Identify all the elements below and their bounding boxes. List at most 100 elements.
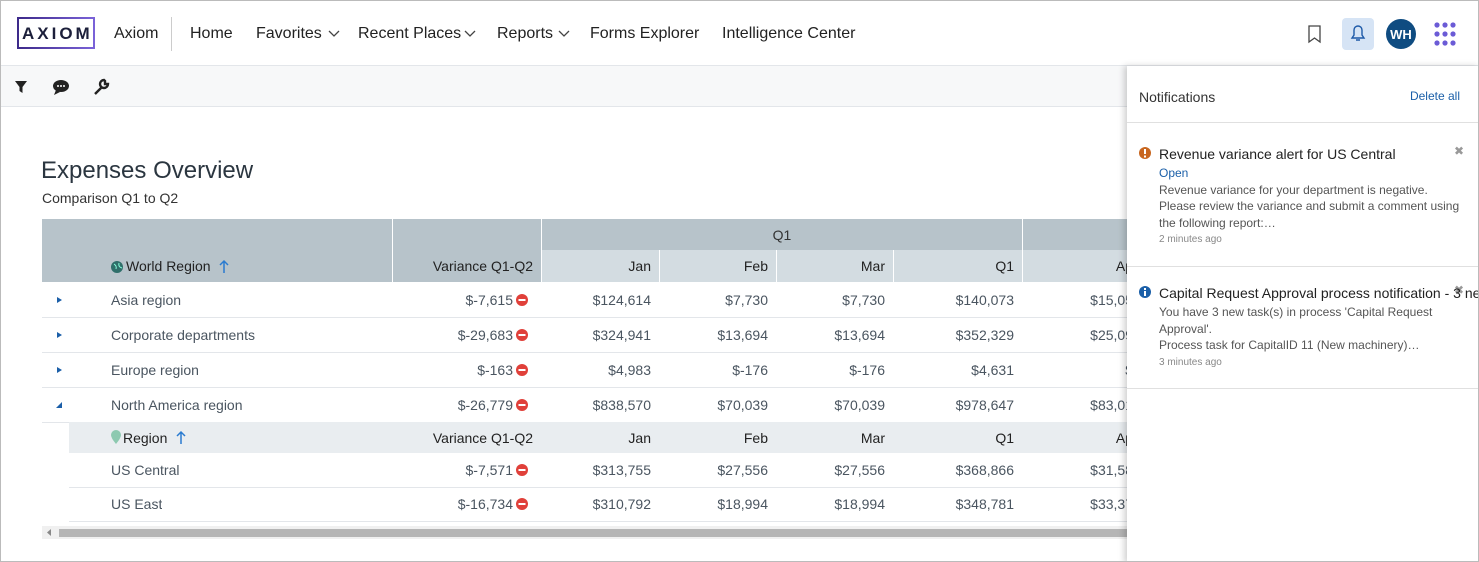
group-header	[1023, 219, 1143, 250]
notification-icon	[1139, 286, 1151, 298]
expander	[56, 401, 62, 408]
column-header[interactable]: Mar	[860, 429, 885, 446]
column-header[interactable]: World Region	[126, 258, 211, 274]
close-button[interactable]: ✖	[1453, 144, 1464, 158]
column-header[interactable]: Ap	[1115, 429, 1133, 446]
value: $4,631	[971, 361, 1014, 378]
row-label: Corporate departments	[111, 326, 255, 343]
value: $7,730	[725, 291, 768, 308]
notification-text: the following report:…	[1159, 215, 1276, 230]
value: $83,01	[1090, 396, 1133, 413]
negative-icon	[516, 293, 528, 306]
globe-icon	[111, 261, 123, 273]
value: $124,614	[592, 291, 651, 308]
toolbar-icons[interactable]	[1, 66, 131, 107]
notification-text: Process task for CapitalID 11 (New machi…	[1159, 338, 1420, 352]
sort-icon	[219, 259, 229, 273]
value: $27,556	[834, 462, 885, 478]
nav-item[interactable]: Intelligence Center	[722, 25, 856, 42]
value: $324,941	[592, 326, 651, 343]
value: $25,09	[1090, 326, 1133, 343]
value: $15,05	[1090, 291, 1133, 308]
value: $978,647	[955, 396, 1014, 413]
column-header[interactable]: Q1	[995, 429, 1014, 446]
notification: ✖ Capital Request Approval process notifi…	[1127, 283, 1478, 371]
row-divider	[42, 352, 1141, 353]
nav-item[interactable]: Forms Explorer	[590, 25, 700, 42]
column-header[interactable]: Feb	[660, 250, 776, 282]
column-header[interactable]: Variance Q1-Q2	[432, 429, 533, 446]
variance: $-16,734	[457, 496, 513, 512]
value: $140,073	[955, 291, 1014, 308]
column-header[interactable]: Ap	[1023, 250, 1141, 282]
delete-all[interactable]: Delete all	[1409, 89, 1460, 103]
row-label: Asia region	[111, 291, 182, 308]
value: $352,329	[955, 326, 1014, 343]
negative-icon	[516, 328, 528, 341]
variance: $-7,571	[465, 462, 513, 478]
nav-item[interactable]: Favorites	[256, 25, 322, 42]
value: $70,039	[717, 396, 768, 413]
value: $-176	[732, 361, 768, 378]
expander	[57, 331, 62, 338]
column-header[interactable]: Mar	[777, 250, 893, 282]
value: $13,694	[834, 326, 885, 343]
header-cell	[42, 219, 392, 282]
close-button[interactable]: ✖	[1453, 283, 1464, 297]
value: $18,994	[717, 496, 768, 512]
top-bar: AXIOM Axiom Home Favorites Recent Places…	[1, 1, 1478, 66]
value: $313,755	[592, 462, 651, 478]
expander	[57, 366, 62, 373]
notification-title[interactable]: Capital Request Approval process notific…	[1159, 285, 1478, 301]
column-header[interactable]: Variance Q1-Q2	[432, 258, 533, 274]
row-label: North America region	[111, 396, 243, 413]
value: $33,37	[1090, 496, 1133, 512]
notification-text: You have 3 new task(s) in process 'Capit…	[1159, 305, 1433, 319]
row-label: Europe region	[111, 361, 199, 378]
header-icons	[328, 18, 1456, 50]
row-label: US East	[111, 496, 163, 512]
column-header[interactable]: Jan	[542, 250, 659, 282]
group-header: Q1	[542, 219, 1022, 250]
notification-text: Approval'.	[1159, 321, 1212, 336]
pin-icon	[111, 430, 121, 444]
value: $70,039	[834, 396, 885, 413]
nav-item[interactable]: Home	[190, 25, 233, 42]
avatar[interactable]: WH	[1390, 27, 1412, 42]
value: $368,866	[955, 462, 1014, 478]
divider	[1127, 388, 1478, 389]
nav-item[interactable]: Recent Places	[358, 25, 462, 42]
notification-title[interactable]: Revenue variance alert for US Central	[1159, 146, 1396, 162]
notification-link[interactable]: Open	[1159, 166, 1189, 180]
notification-body: Capital Request Approval process notific…	[1159, 283, 1478, 371]
value: $-176	[849, 361, 885, 378]
variance: $-26,779	[457, 396, 513, 413]
negative-icon	[516, 398, 528, 411]
logo[interactable]: AXIOM	[17, 17, 95, 49]
column-header[interactable]: Feb	[743, 429, 768, 446]
column-header[interactable]: Region	[123, 429, 168, 446]
divider	[1127, 122, 1478, 123]
notification-panel: Notifications Delete all ✖ Revenue varian…	[1127, 66, 1478, 561]
column-header[interactable]: Q1	[894, 250, 1022, 282]
notification-icon	[1139, 147, 1151, 159]
negative-icon	[516, 498, 528, 510]
report-title: Expenses Overview	[41, 157, 254, 184]
app-name: Axiom	[114, 25, 159, 42]
row-label: US Central	[111, 462, 180, 478]
negative-icon	[516, 464, 528, 476]
panel-title: Notifications	[1139, 89, 1216, 105]
variance: $-29,683	[457, 326, 513, 343]
row-divider	[69, 521, 1141, 522]
negative-icon	[516, 363, 528, 376]
scrollbar[interactable]	[42, 526, 1128, 539]
expander	[57, 296, 62, 303]
nav-item[interactable]: Reports	[497, 25, 554, 42]
notification-time: 2 minutes ago	[1159, 234, 1222, 245]
value: $27,556	[717, 462, 768, 478]
column-header[interactable]: Jan	[628, 429, 651, 446]
value: $	[1023, 352, 1141, 387]
value: $838,570	[592, 396, 651, 413]
notification-body: Revenue variance alert for US Central Ope…	[1159, 144, 1459, 249]
row-divider	[42, 387, 1141, 388]
